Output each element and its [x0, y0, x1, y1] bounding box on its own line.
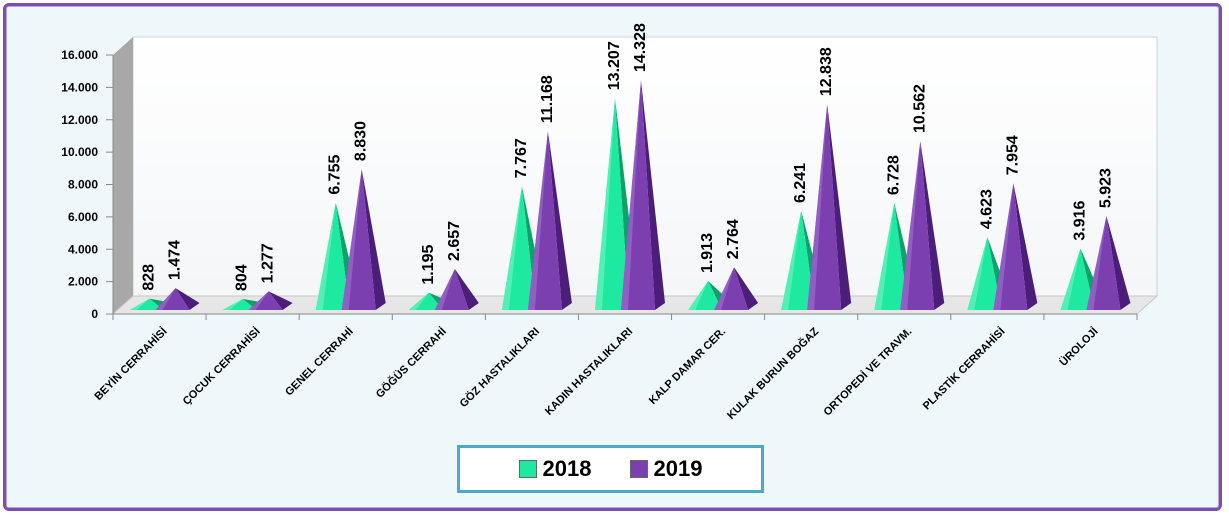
- category-label: KULAK BURUN BOĞAZ: [724, 325, 821, 422]
- value-label-2019: 11.168: [539, 75, 556, 123]
- bar-highlight: [222, 298, 243, 310]
- bar-2019-4: [527, 131, 572, 310]
- y-tick-label: 6.000: [68, 210, 98, 224]
- bar-side-face: [920, 141, 945, 310]
- y-tick-label: 14.000: [61, 80, 98, 94]
- bar-2019-2: [341, 169, 386, 310]
- bar-highlight: [993, 183, 1014, 310]
- value-label-2018: 13.207: [606, 41, 623, 90]
- value-label-2019: 12.838: [818, 47, 835, 96]
- legend: 2018 2019: [457, 445, 764, 493]
- value-label-2018: 1.195: [420, 245, 437, 285]
- value-label-2019: 10.562: [911, 84, 928, 133]
- y-tick-label: 0: [91, 307, 98, 321]
- bar-highlight: [595, 98, 615, 310]
- value-label-2019: 2.657: [446, 221, 463, 261]
- bar-highlight: [315, 202, 336, 310]
- bar-side-face: [1013, 183, 1038, 310]
- bar-highlight: [900, 141, 921, 310]
- bar-highlight: [129, 298, 150, 310]
- bar-highlight: [341, 169, 362, 310]
- value-label-2018: 6.755: [327, 155, 344, 195]
- value-label-2019: 2.764: [725, 219, 742, 259]
- value-label-2018: 7.767: [513, 138, 530, 178]
- bar-side-face: [827, 104, 852, 310]
- bar-side-face: [1106, 216, 1131, 310]
- bar-highlight: [621, 80, 641, 311]
- value-label-2018: 1.913: [699, 233, 716, 273]
- bar-highlight: [874, 203, 895, 310]
- bar-2019-5: [621, 80, 665, 311]
- value-label-2018: 6.241: [792, 163, 809, 203]
- value-label-2019: 5.923: [1097, 168, 1114, 208]
- bar-highlight: [781, 210, 802, 310]
- legend-swatch-2019: [629, 460, 648, 478]
- category-label: GÖĞÜS CERRAHİ: [373, 325, 449, 401]
- legend-item-2019: 2019: [629, 456, 703, 482]
- side-wall: [113, 37, 133, 314]
- bar-side-face: [454, 268, 479, 310]
- bar-side-face: [734, 267, 759, 310]
- value-label-2018: 3.916: [1071, 200, 1088, 240]
- bar-side-face: [268, 291, 293, 310]
- y-tick-label: 4.000: [68, 242, 98, 256]
- bar-highlight: [688, 281, 709, 310]
- y-tick-label: 10.000: [61, 145, 98, 159]
- bar-highlight: [527, 131, 548, 310]
- category-label: ÇOCUK CERRAHİSİ: [180, 325, 263, 408]
- bar-2019-0: [155, 288, 200, 310]
- y-tick-label: 8.000: [68, 178, 98, 192]
- category-label: ORTOPEDİ VE TRAVM.: [821, 325, 915, 419]
- bar-highlight: [807, 104, 828, 310]
- category-label: BEYİN CERRAHİSİ: [92, 325, 170, 403]
- bar-side-face: [641, 80, 665, 311]
- value-label-2018: 6.728: [885, 155, 902, 195]
- bar-side-face: [361, 169, 386, 310]
- category-label: ÜROLOJİ: [1057, 325, 1101, 369]
- legend-swatch-2018: [518, 460, 537, 478]
- category-label: GÖZ HASTALIKLARI: [457, 325, 542, 410]
- category-label: PLASTİK CERRAHİSİ: [920, 325, 1007, 412]
- y-tick-label: 2.000: [68, 275, 98, 289]
- category-label: GENEL CERRAHİ: [282, 325, 355, 398]
- category-label: KADIN HASTALIKLARI: [543, 326, 635, 418]
- bar-highlight: [434, 268, 455, 310]
- value-label-2018: 828: [141, 264, 158, 291]
- y-tick-label: 12.000: [61, 113, 98, 127]
- bar-2019-7: [807, 104, 852, 310]
- value-label-2019: 1.474: [167, 240, 184, 280]
- value-label-2019: 1.277: [260, 243, 277, 283]
- bar-highlight: [408, 292, 429, 310]
- bar-highlight: [714, 267, 735, 310]
- value-label-2019: 7.954: [1004, 135, 1021, 175]
- bar-side-face: [547, 131, 572, 310]
- bar-2019-9: [993, 183, 1038, 310]
- bar-side-face: [175, 288, 200, 310]
- value-label-2019: 14.328: [632, 23, 649, 72]
- bar-2019-8: [900, 141, 945, 310]
- bar-highlight: [1086, 216, 1107, 310]
- bar-2019-1: [248, 291, 293, 310]
- bar-highlight: [248, 291, 269, 310]
- legend-item-2018: 2018: [518, 456, 592, 482]
- bar-2019-3: [434, 268, 479, 310]
- value-label-2018: 4.623: [978, 189, 995, 229]
- value-label-2019: 8.830: [353, 121, 370, 161]
- bar-highlight: [967, 237, 988, 310]
- value-label-2018: 804: [234, 264, 251, 291]
- bar-2019-10: [1086, 216, 1131, 310]
- bar-highlight: [155, 288, 176, 310]
- legend-label-2018: 2018: [542, 456, 592, 481]
- y-tick-label: 16.000: [61, 48, 98, 62]
- bar-2019-6: [714, 267, 759, 310]
- category-label: KALP DAMAR CER.: [647, 326, 728, 407]
- legend-label-2019: 2019: [653, 456, 703, 481]
- bar-highlight: [501, 186, 522, 310]
